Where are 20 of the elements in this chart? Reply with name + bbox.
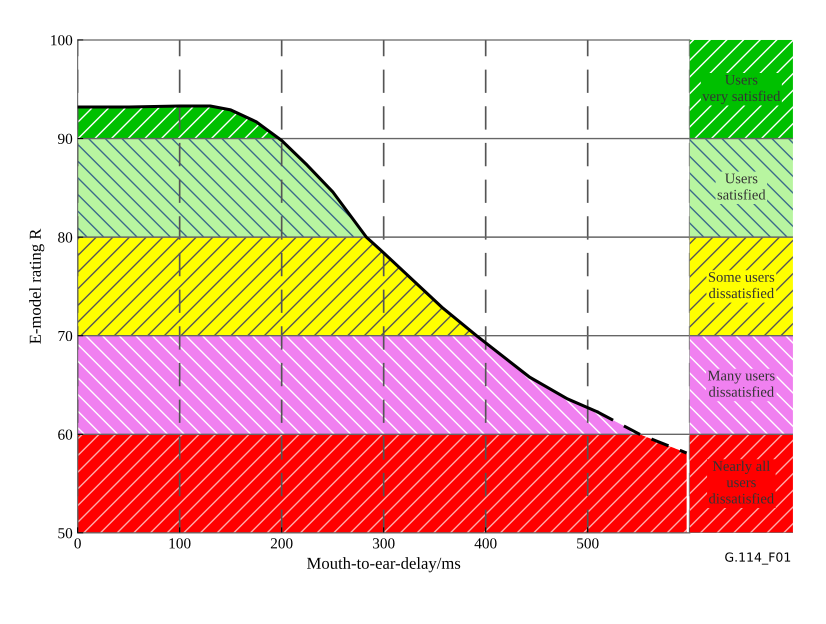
- x-tick-label: 400: [474, 538, 497, 549]
- band-label: Many users dissatisfied: [708, 370, 775, 397]
- band-label: Nearly all users dissatisfied: [709, 460, 774, 504]
- band-label: Users satisfied: [718, 174, 766, 200]
- x-tick-label: 200: [270, 538, 293, 549]
- band-label: Some users dissatisfied: [708, 272, 774, 298]
- y-tick-label: 70: [58, 330, 72, 342]
- y-tick-label: 100: [51, 35, 72, 46]
- y-tick-label: 60: [58, 429, 72, 440]
- x-axis-title: Mouth-to-ear-delay/ms: [307, 557, 460, 572]
- y-tick-label: 50: [58, 528, 72, 538]
- y-tick-label: 90: [58, 134, 72, 144]
- x-tick-label: 300: [372, 538, 395, 549]
- x-tick-label: 500: [577, 538, 599, 549]
- y-tick-label: 80: [58, 232, 72, 243]
- text: G.114_F01: [725, 552, 790, 565]
- y-axis-title: E-model rating R: [29, 228, 44, 344]
- x-tick-label: 0: [74, 538, 81, 549]
- x-tick-label: 100: [170, 538, 191, 549]
- band-label: Users very satisfied: [702, 74, 780, 104]
